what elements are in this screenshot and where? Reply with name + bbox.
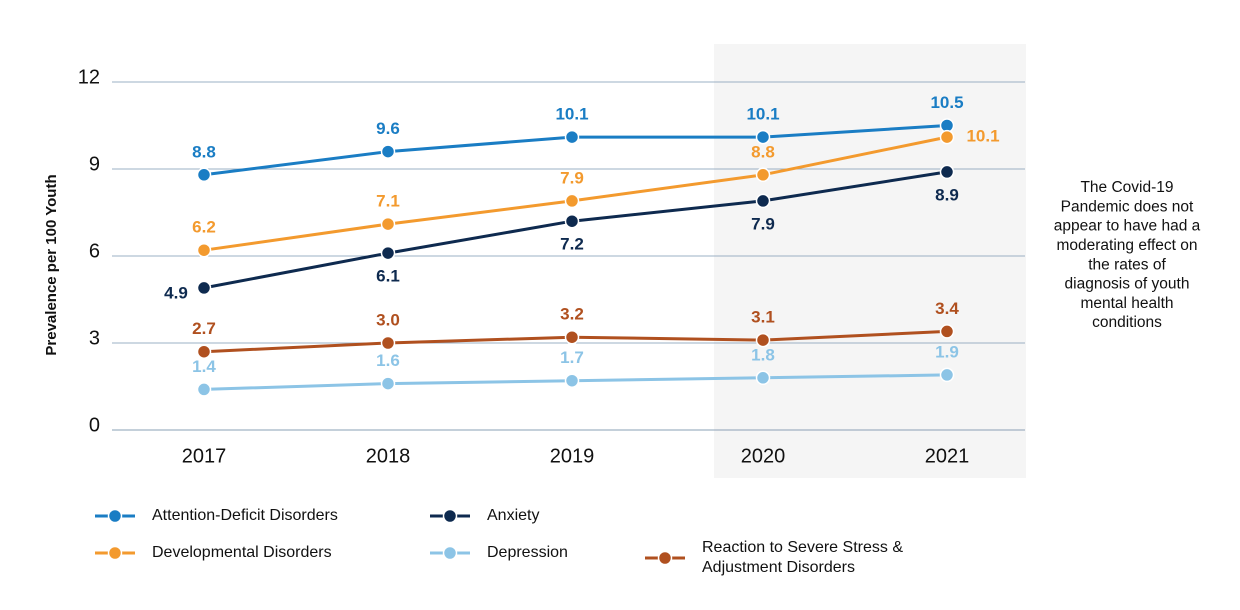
data-point	[564, 193, 580, 209]
data-point	[196, 280, 212, 296]
annotation: The Covid-19	[1080, 179, 1173, 196]
annotation: moderating effect on	[1056, 237, 1197, 254]
legend-label: Anxiety	[487, 507, 540, 524]
data-point	[939, 164, 955, 180]
data-point	[380, 216, 396, 232]
data-label: 1.4	[192, 357, 216, 376]
y-axis-title: Prevalence per 100 Youth	[43, 174, 60, 355]
data-label: 8.8	[751, 142, 775, 161]
data-point	[380, 376, 396, 391]
data-label: 4.9	[164, 283, 188, 302]
data-point	[755, 193, 771, 209]
data-point	[196, 167, 212, 183]
data-point	[564, 329, 580, 345]
data-label: 3.2	[560, 305, 584, 324]
data-point	[939, 129, 955, 145]
data-label: 7.9	[560, 168, 584, 187]
y-tick-label: 3	[89, 327, 100, 349]
data-point	[196, 344, 212, 359]
legend-label: Attention-Deficit Disorders	[152, 507, 338, 524]
data-point	[755, 129, 771, 145]
data-label: 1.9	[935, 342, 959, 361]
x-tick-label: 2018	[366, 445, 411, 467]
annotation: the rates of	[1088, 256, 1166, 273]
legend-marker	[107, 508, 123, 524]
annotation: mental health	[1080, 295, 1173, 312]
data-label: 9.6	[376, 119, 400, 138]
x-tick-label: 2020	[741, 445, 786, 467]
y-tick-label: 6	[89, 240, 100, 262]
data-label: 6.2	[192, 218, 216, 237]
data-point	[196, 242, 212, 258]
annotation: appear to have had a	[1054, 218, 1201, 235]
data-point	[380, 245, 396, 261]
data-point	[196, 382, 212, 397]
annotation: diagnosis of youth	[1065, 276, 1190, 293]
data-label: 10.5	[930, 93, 963, 112]
data-label: 1.6	[376, 351, 400, 370]
legend-marker	[442, 508, 458, 524]
data-point	[564, 373, 580, 388]
data-label: 7.1	[376, 192, 400, 211]
x-tick-label: 2017	[182, 445, 227, 467]
annotation: conditions	[1092, 314, 1162, 331]
data-label: 3.1	[751, 308, 775, 327]
x-tick-label: 2021	[925, 445, 970, 467]
data-label: 10.1	[555, 105, 588, 124]
legend-marker	[107, 545, 123, 561]
annotation: Pandemic does not	[1061, 198, 1194, 215]
legend-label: Depression	[487, 544, 568, 561]
data-label: 8.9	[935, 185, 959, 204]
data-label: 3.0	[376, 310, 400, 329]
data-label: 7.2	[560, 235, 584, 254]
y-tick-label: 0	[89, 414, 100, 436]
data-point	[939, 324, 955, 339]
data-label: 6.1	[376, 267, 400, 286]
data-point	[755, 167, 771, 183]
data-point	[755, 370, 771, 386]
y-tick-label: 9	[89, 153, 100, 175]
data-point	[939, 367, 955, 383]
data-label: 8.8	[192, 142, 216, 161]
data-point	[755, 332, 771, 348]
data-label: 1.8	[751, 345, 775, 364]
data-point	[564, 213, 580, 229]
data-label: 3.4	[935, 299, 959, 318]
data-label: 10.1	[966, 127, 999, 146]
legend-label: Developmental Disorders	[152, 544, 332, 561]
legend-marker	[442, 545, 458, 561]
data-point	[380, 335, 396, 351]
data-label: 10.1	[746, 105, 779, 124]
data-label: 7.9	[751, 214, 775, 233]
data-label: 1.7	[560, 348, 584, 367]
x-tick-label: 2019	[550, 445, 595, 467]
legend-marker	[657, 550, 673, 566]
highlight-band	[714, 44, 1026, 478]
data-point	[564, 129, 580, 145]
y-tick-label: 12	[78, 66, 100, 88]
data-point	[380, 144, 396, 159]
data-label: 2.7	[192, 319, 216, 338]
legend-label: Reaction to Severe Stress & Adjustment D…	[702, 539, 903, 576]
